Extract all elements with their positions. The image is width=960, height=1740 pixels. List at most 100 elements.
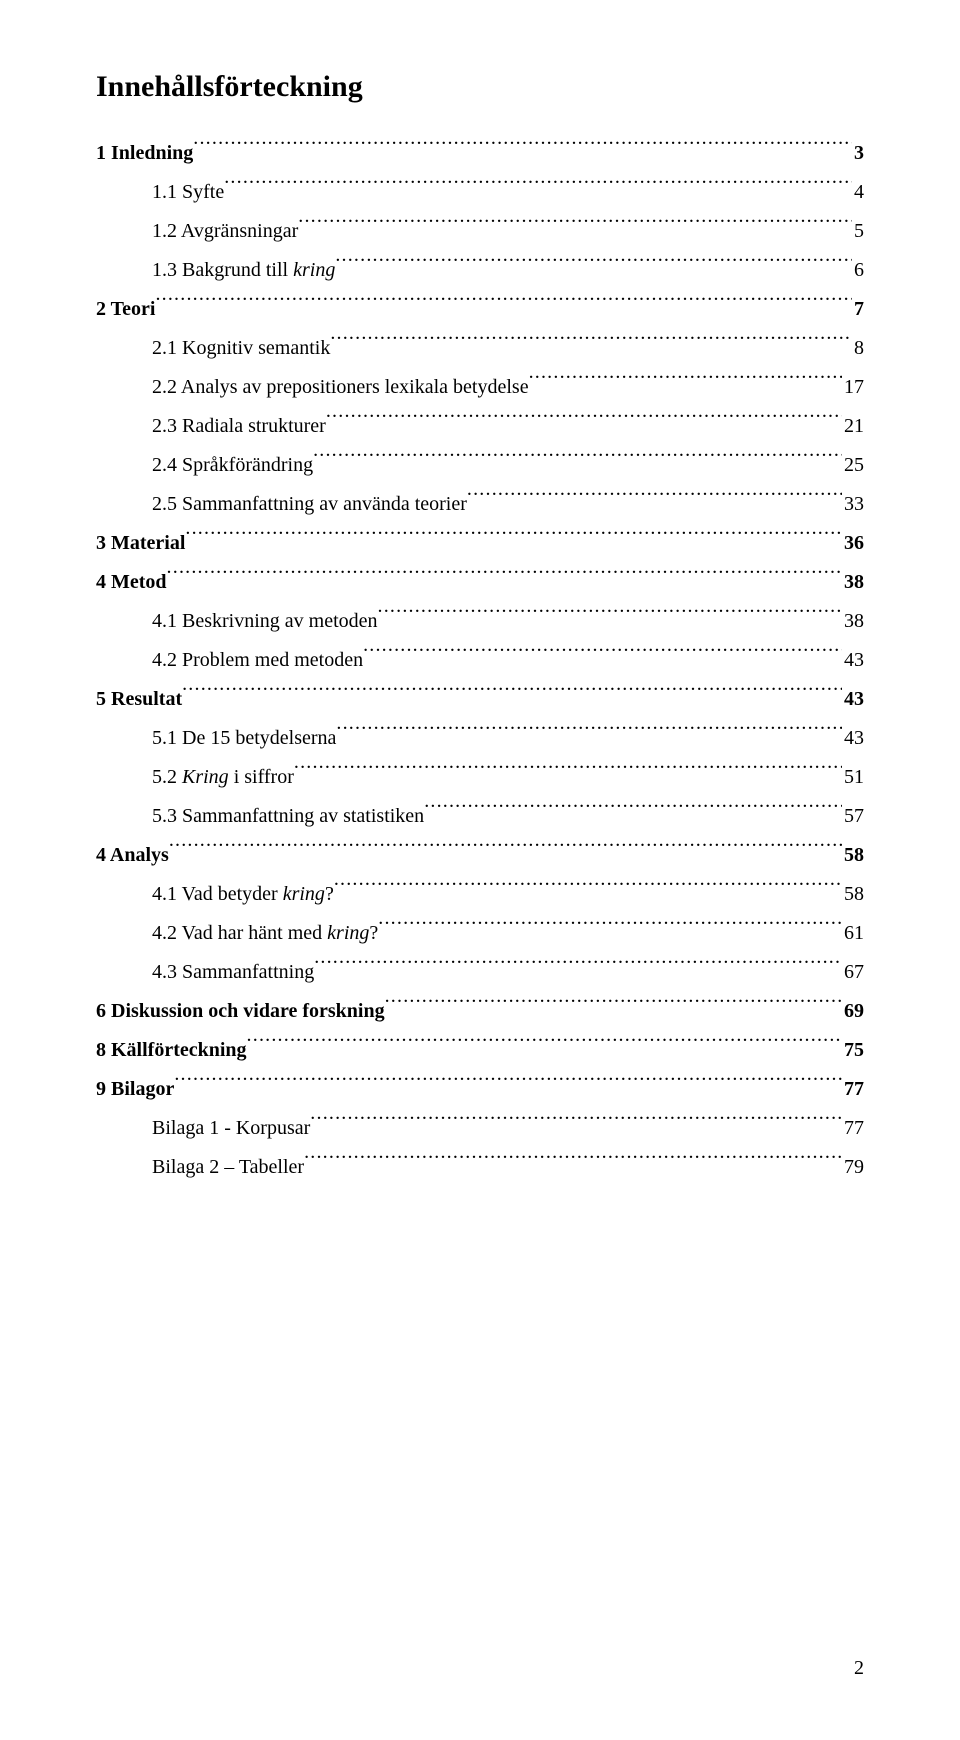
toc-leader: [335, 256, 852, 276]
toc-entry-label: 4 Metod: [96, 563, 167, 602]
toc-leader: [294, 763, 842, 783]
toc-entry-label: Bilaga 1 - Korpusar: [152, 1109, 310, 1148]
toc-leader: [378, 919, 842, 939]
toc-entry-label: 4.3 Sammanfattning: [152, 953, 314, 992]
toc-entry-page: 8: [852, 329, 864, 368]
toc-entry-page: 6: [852, 251, 864, 290]
toc-entry: 5.1 De 15 betydelserna 43: [96, 719, 864, 758]
toc-entry-page: 43: [842, 719, 864, 758]
toc-entry-label: 4.1 Beskrivning av metoden: [152, 602, 378, 641]
toc-entry-label: 8 Källförteckning: [96, 1031, 247, 1070]
toc-leader: [424, 802, 842, 822]
toc-entry: 4 Metod 38: [96, 563, 864, 602]
toc-entry-page: 3: [852, 134, 864, 173]
toc-entry-page: 17: [842, 368, 864, 407]
toc-entry-page: 69: [842, 992, 864, 1031]
toc-entry: 2.2 Analys av prepositioners lexikala be…: [96, 368, 864, 407]
toc-entry-page: 43: [842, 641, 864, 680]
toc-entry-label: 4.2 Problem med metoden: [152, 641, 363, 680]
toc-entry: 1.1 Syfte 4: [96, 173, 864, 212]
toc-entry: 4.1 Vad betyder kring? 58: [96, 875, 864, 914]
toc-entry-page: 25: [842, 446, 864, 485]
toc-entry-page: 58: [842, 875, 864, 914]
toc-leader: [313, 451, 842, 471]
toc-entry-label: 2.2 Analys av prepositioners lexikala be…: [152, 368, 529, 407]
toc-entry-page: 57: [842, 797, 864, 836]
toc-entry: 4.1 Beskrivning av metoden 38: [96, 602, 864, 641]
toc-entry-label: 3 Material: [96, 524, 185, 563]
toc-entry-label: 4 Analys: [96, 836, 169, 875]
italic-word: kring: [293, 259, 335, 281]
toc-leader: [193, 139, 852, 159]
toc-entry: 4.2 Vad har hänt med kring? 61: [96, 914, 864, 953]
toc-entry-page: 77: [842, 1109, 864, 1148]
toc-entry-label: 9 Bilagor: [96, 1070, 174, 1109]
toc-leader: [336, 724, 842, 744]
toc-entry: 2.5 Sammanfattning av använda teorier 33: [96, 485, 864, 524]
toc-entry-page: 38: [842, 563, 864, 602]
toc-title: Innehållsförteckning: [96, 70, 864, 104]
toc-entry-label: 1 Inledning: [96, 134, 193, 173]
toc-entry-label: 5.3 Sammanfattning av statistiken: [152, 797, 424, 836]
toc-entry-page: 5: [852, 212, 864, 251]
toc-entry-label: 4.2 Vad har hänt med kring?: [152, 914, 378, 953]
toc-entry-page: 43: [842, 680, 864, 719]
toc-entry: 2 Teori 7: [96, 290, 864, 329]
toc-entry-label: 2.5 Sammanfattning av använda teorier: [152, 485, 467, 524]
toc-entry-page: 7: [852, 290, 864, 329]
toc-entry-label: 2 Teori: [96, 290, 155, 329]
toc-entry-page: 51: [842, 758, 864, 797]
toc-entry-page: 36: [842, 524, 864, 563]
toc-entry-label: 4.1 Vad betyder kring?: [152, 875, 334, 914]
toc-leader: [378, 607, 842, 627]
toc-entry: 1.3 Bakgrund till kring6: [96, 251, 864, 290]
toc-list: 1 Inledning 3 1.1 Syfte 4 1.2 Avgränsningar 5…: [96, 134, 864, 1187]
toc-entry: 1.2 Avgränsningar 5: [96, 212, 864, 251]
toc-entry-label: 5 Resultat: [96, 680, 182, 719]
toc-leader: [334, 880, 842, 900]
toc-leader: [298, 217, 852, 237]
toc-leader: [314, 958, 842, 978]
toc-entry-page: 67: [842, 953, 864, 992]
toc-entry: 4.2 Problem med metoden 43: [96, 641, 864, 680]
toc-entry-page: 61: [842, 914, 864, 953]
toc-leader: [247, 1036, 842, 1056]
toc-entry-label: 1.2 Avgränsningar: [152, 212, 298, 251]
toc-leader: [330, 334, 852, 354]
toc-entry: 2.3 Radiala strukturer21: [96, 407, 864, 446]
toc-entry: 4.3 Sammanfattning 67: [96, 953, 864, 992]
toc-entry-page: 75: [842, 1031, 864, 1070]
toc-entry: 5.3 Sammanfattning av statistiken 57: [96, 797, 864, 836]
toc-entry: 8 Källförteckning 75: [96, 1031, 864, 1070]
toc-entry-page: 38: [842, 602, 864, 641]
toc-leader: [385, 997, 842, 1017]
toc-leader: [326, 412, 842, 432]
toc-entry-label: 6 Diskussion och vidare forskning: [96, 992, 385, 1031]
toc-entry: 2.1 Kognitiv semantik 8: [96, 329, 864, 368]
toc-entry: 5 Resultat 43: [96, 680, 864, 719]
toc-entry: Bilaga 1 - Korpusar 77: [96, 1109, 864, 1148]
toc-entry-label: 5.1 De 15 betydelserna: [152, 719, 336, 758]
toc-entry: 6 Diskussion och vidare forskning 69: [96, 992, 864, 1031]
toc-entry-label: 1.1 Syfte: [152, 173, 224, 212]
toc-entry-label: 2.4 Språkförändring: [152, 446, 313, 485]
toc-entry-page: 33: [842, 485, 864, 524]
toc-leader: [182, 685, 842, 705]
toc-entry-page: 58: [842, 836, 864, 875]
toc-entry-label: Bilaga 2 – Tabeller: [152, 1148, 304, 1187]
toc-leader: [529, 373, 842, 393]
toc-entry-page: 4: [852, 173, 864, 212]
toc-entry-page: 77: [842, 1070, 864, 1109]
page-number-footer: 2: [96, 1657, 864, 1680]
toc-entry-label: 2.3 Radiala strukturer: [152, 407, 326, 446]
toc-leader: [304, 1153, 842, 1173]
toc-entry: 1 Inledning 3: [96, 134, 864, 173]
toc-entry-page: 79: [842, 1148, 864, 1187]
toc-leader: [174, 1075, 842, 1095]
toc-entry: 5.2 Kring i siffror 51: [96, 758, 864, 797]
toc-entry-label: 2.1 Kognitiv semantik: [152, 329, 330, 368]
toc-leader: [185, 529, 842, 549]
toc-leader: [467, 490, 842, 510]
toc-entry: 3 Material 36: [96, 524, 864, 563]
toc-entry-label: 5.2 Kring i siffror: [152, 758, 294, 797]
